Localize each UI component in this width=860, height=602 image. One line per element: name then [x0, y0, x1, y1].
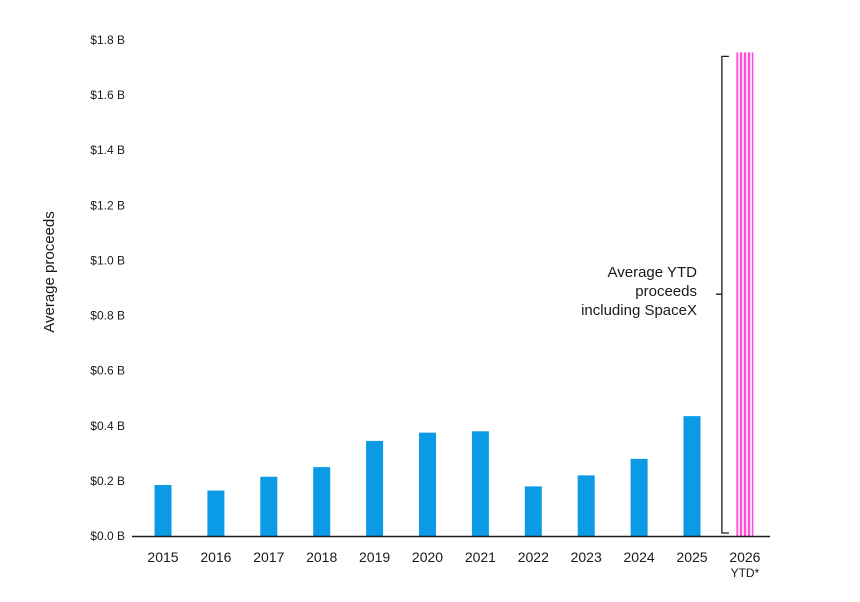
bar-2026	[736, 52, 754, 537]
bar-2017	[260, 476, 278, 536]
y-tick-label: $0.8 B	[90, 309, 125, 323]
x-tick-label: 2021	[465, 549, 496, 565]
bar-2022	[524, 486, 542, 536]
y-tick-label: $1.8 B	[90, 33, 125, 47]
x-tick-label: 2016	[200, 549, 231, 565]
y-tick-label: $0.6 B	[90, 364, 125, 378]
bar-2021	[471, 431, 489, 536]
bar-2015	[154, 485, 172, 536]
y-tick-label: $0.2 B	[90, 474, 125, 488]
y-tick-label: $0.4 B	[90, 419, 125, 433]
bar-2024	[630, 458, 648, 536]
annotation: Average YTD proceeds including SpaceX	[581, 55, 729, 534]
y-tick-label: $0.0 B	[90, 529, 125, 543]
x-tick-label: 2020	[412, 549, 443, 565]
y-tick-label: $1.0 B	[90, 253, 125, 267]
y-tick-label: $1.6 B	[90, 88, 125, 102]
bar-2023	[577, 475, 595, 536]
x-tick-label: 2019	[359, 549, 390, 565]
y-tick-label: $1.4 B	[90, 143, 125, 157]
x-tick-label: 2017	[253, 549, 284, 565]
bars	[154, 52, 754, 537]
y-axis-title: Average proceeds	[41, 211, 58, 332]
x-tick-label: 2025	[676, 549, 707, 565]
y-axis: $0.0 B $0.2 B $0.4 B $0.6 B $0.8 B $1.0 B $1.2…	[90, 33, 125, 543]
bar-2020	[419, 432, 436, 536]
annotation-text: Average YTD proceeds including SpaceX	[581, 264, 697, 319]
x-tick-label: 2015	[147, 549, 178, 565]
x-tick-label: 2018	[306, 549, 337, 565]
bar-2016	[207, 490, 225, 536]
x-axis: 2015 2016 2017 2018 2019 2020 2021 2022 2023 2024…	[132, 535, 770, 580]
bar-2018	[313, 467, 331, 536]
bar-2019	[366, 440, 384, 536]
y-tick-label: $1.2 B	[90, 198, 125, 212]
bar-2025	[683, 416, 701, 536]
x-tick-label: 2023	[571, 549, 602, 565]
x-tick-label: 2026 YTD*	[729, 549, 760, 580]
x-tick-label: 2022	[518, 549, 549, 565]
x-tick-label: 2024	[624, 549, 655, 565]
annotation-bracket	[715, 55, 729, 534]
